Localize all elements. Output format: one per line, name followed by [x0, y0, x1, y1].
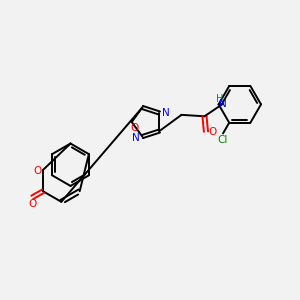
Text: Cl: Cl — [218, 135, 228, 145]
Text: H: H — [215, 94, 223, 103]
Text: N: N — [219, 99, 226, 109]
Text: O: O — [208, 127, 217, 136]
Text: N: N — [132, 133, 140, 143]
Text: O: O — [130, 123, 138, 133]
Text: O: O — [34, 167, 42, 176]
Text: N: N — [162, 108, 170, 118]
Text: O: O — [28, 199, 36, 209]
